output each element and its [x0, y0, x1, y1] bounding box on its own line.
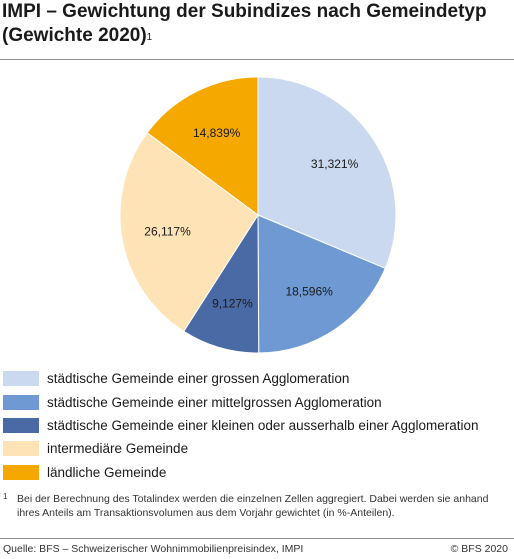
legend-item-3: städtische Gemeinde einer kleinen oder a… [3, 414, 479, 437]
pie-slice-5 [146, 76, 259, 216]
footnote-text: Bei der Berechnung des Totalindex werden… [17, 493, 489, 519]
pie-value-label-5: 14,839% [193, 126, 241, 140]
pie-value-label-4: 26,117% [144, 225, 191, 239]
legend-label-2: städtische Gemeinde einer mittelgrossen … [47, 394, 382, 410]
legend-label-3: städtische Gemeinde einer kleinen oder a… [47, 417, 479, 433]
copyright: © BFS 2020 [450, 543, 508, 555]
legend-swatch-1 [3, 371, 39, 387]
title-line-1: IMPI – Gewichtung der Subindizes nach Ge… [2, 1, 487, 22]
title-footnote-mark: 1 [146, 32, 153, 43]
legend-swatch-4 [3, 441, 39, 457]
legend-swatch-5 [3, 464, 39, 480]
legend-item-4: intermediäre Gemeinde [3, 437, 479, 460]
bottom-divider [0, 538, 514, 539]
title-line-2: (Gewichte 2020)1 [2, 24, 510, 48]
pie-value-labels: 31,321% 18,596% 9,127% 26,117% 14,839% [144, 126, 358, 311]
legend: städtische Gemeinde einer grossen Agglom… [3, 367, 479, 484]
footnote-mark: 1 [3, 492, 8, 501]
chart-title: IMPI – Gewichtung der Subindizes nach Ge… [2, 0, 510, 48]
pie-slice-2 [257, 214, 386, 354]
legend-swatch-2 [3, 394, 39, 410]
pie-slices [119, 76, 397, 354]
pie-slice-1 [257, 76, 397, 270]
legend-item-2: städtische Gemeinde einer mittelgrossen … [3, 390, 479, 413]
legend-label-1: städtische Gemeinde einer grossen Agglom… [47, 371, 350, 387]
pie-value-label-2: 18,596% [285, 284, 333, 298]
footnote: 1 Bei der Berechnung des Totalindex werd… [3, 492, 508, 520]
legend-label-4: intermediäre Gemeinde [47, 441, 189, 457]
pie-chart: 31,321% 18,596% 9,127% 26,117% 14,839% [119, 76, 397, 354]
source-note: Quelle: BFS – Schweizerischer Wohnimmobi… [3, 543, 304, 555]
pie-value-label-3: 9,127% [212, 296, 253, 310]
legend-swatch-3 [3, 417, 39, 433]
top-divider [0, 59, 514, 60]
legend-label-5: ländliche Gemeinde [47, 464, 167, 480]
pie-slice-4 [119, 132, 259, 333]
title-line-2-text: (Gewichte 2020) [2, 25, 147, 46]
pie-slice-3 [183, 213, 260, 354]
legend-item-1: städtische Gemeinde einer grossen Agglom… [3, 367, 479, 390]
legend-item-5: ländliche Gemeinde [3, 461, 479, 484]
pie-value-label-1: 31,321% [311, 157, 359, 171]
